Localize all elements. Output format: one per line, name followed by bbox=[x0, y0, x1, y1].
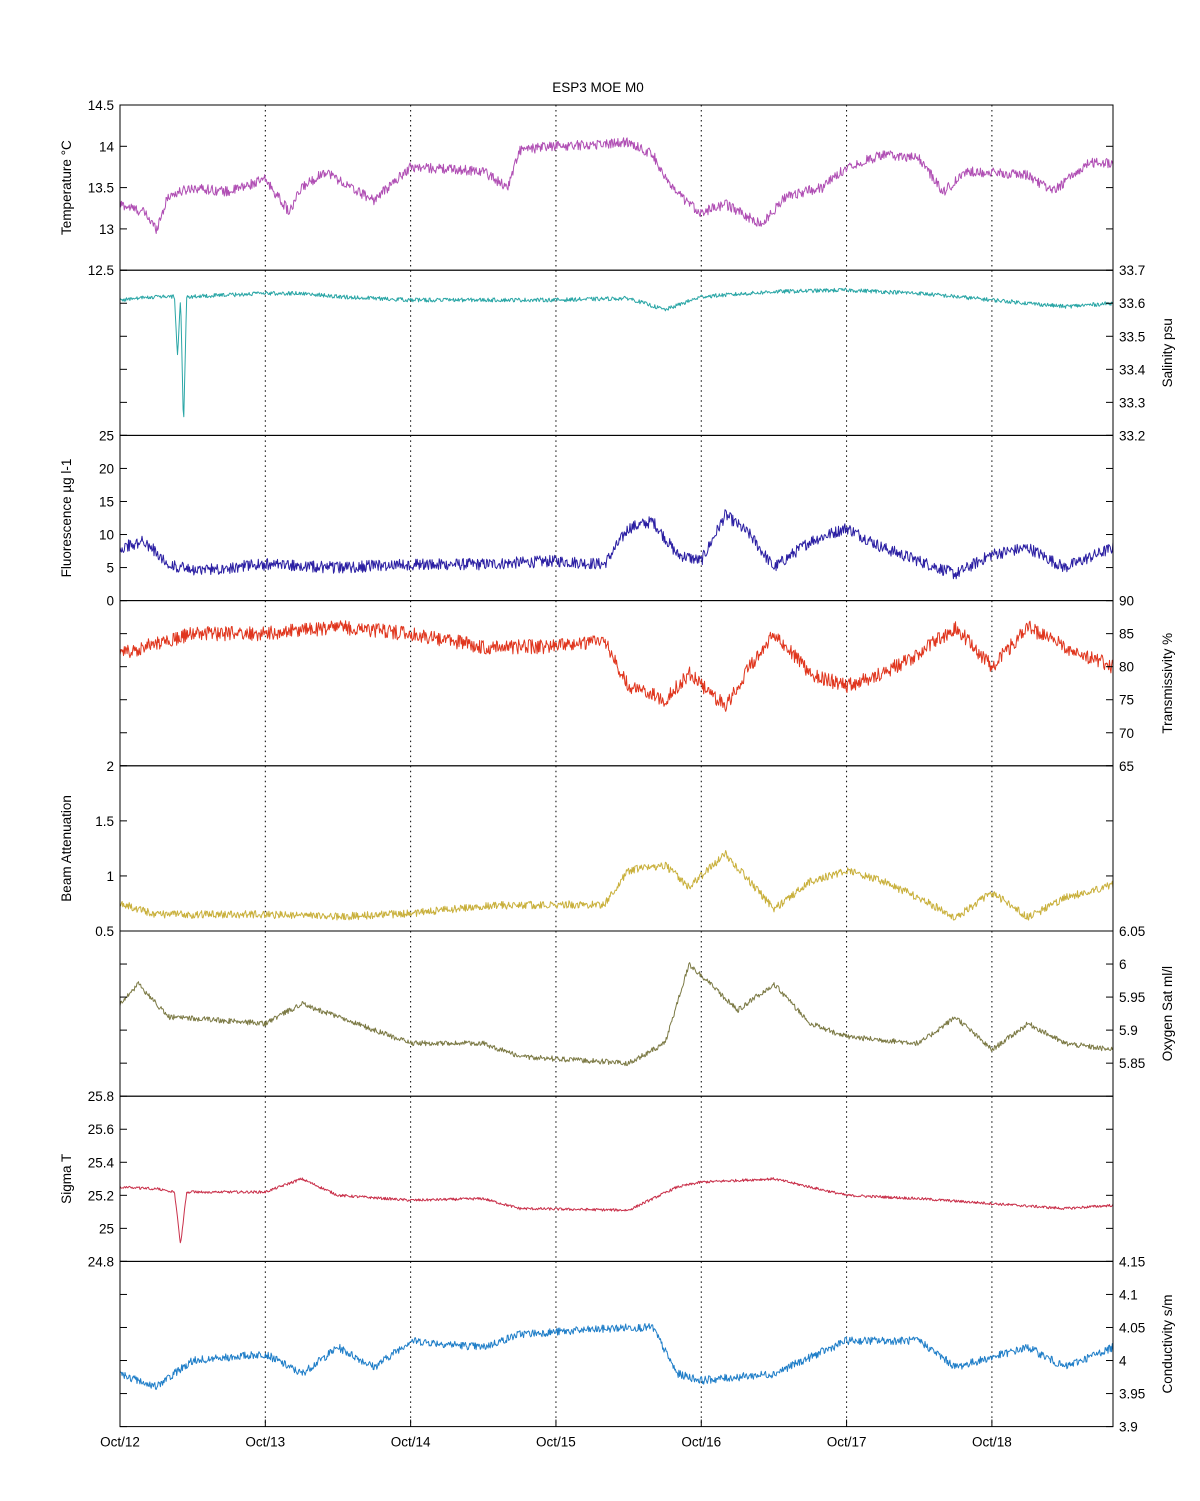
y-tick-label: 25.4 bbox=[88, 1155, 115, 1170]
y-tick-label: 5 bbox=[106, 561, 114, 576]
y-tick-label: 80 bbox=[1119, 660, 1134, 675]
x-tick-label: Oct/17 bbox=[827, 1435, 867, 1450]
panel-5: 0.5 1 1.5 2 Beam Attenuation bbox=[59, 759, 1114, 939]
y-tick-label: 12.5 bbox=[88, 263, 114, 278]
y-tick-label: 10 bbox=[99, 528, 114, 543]
y-tick-label: 2 bbox=[106, 759, 114, 774]
y-tick-label: 33.5 bbox=[1119, 329, 1145, 344]
x-tick-label: Oct/16 bbox=[681, 1435, 721, 1450]
x-axis: Oct/12 Oct/13 Oct/14 Oct/15 Oct/16 Oct/17 Oct/… bbox=[100, 1419, 1012, 1450]
x-tick-label: Oct/15 bbox=[536, 1435, 576, 1450]
panel-2: 33.2 33.3 33.4 33.5 33.6 33.7 Salinity psu bbox=[119, 263, 1175, 443]
chart-title: ESP3 MOE M0 bbox=[552, 80, 644, 95]
y-axis-label: Sigma T bbox=[59, 1154, 74, 1204]
panel-frame bbox=[119, 600, 1114, 767]
panel-8: 3.9 3.95 4 4.05 4.1 4.15 Conductivity s/m bbox=[119, 1254, 1175, 1435]
series-line-panel-8 bbox=[119, 1323, 1114, 1390]
series-line-panel-4 bbox=[119, 620, 1114, 712]
panel-frame bbox=[119, 434, 1114, 602]
y-tick-label: 0.5 bbox=[95, 924, 114, 939]
y-tick-label: 0 bbox=[106, 594, 114, 609]
y-tick-label: 25.8 bbox=[88, 1089, 114, 1104]
panel-frame bbox=[119, 104, 1114, 271]
y-tick-label: 24.8 bbox=[88, 1254, 114, 1269]
y-tick-label: 13 bbox=[99, 222, 114, 237]
panel-frame bbox=[119, 765, 1114, 932]
y-tick-label: 33.6 bbox=[1119, 296, 1145, 311]
y-tick-label: 6.05 bbox=[1119, 924, 1145, 939]
y-tick-label: 25.6 bbox=[88, 1122, 114, 1137]
y-tick-label: 14 bbox=[99, 139, 115, 154]
y-tick-label: 25.2 bbox=[88, 1188, 114, 1203]
y-tick-label: 85 bbox=[1119, 627, 1134, 642]
y-tick-label: 33.7 bbox=[1119, 263, 1145, 278]
panel-frame bbox=[119, 1095, 1114, 1262]
y-tick-label: 5.85 bbox=[1119, 1056, 1145, 1071]
y-tick-label: 3.9 bbox=[1119, 1420, 1138, 1435]
y-tick-label: 33.2 bbox=[1119, 428, 1145, 443]
x-tick-label: Oct/12 bbox=[100, 1435, 140, 1450]
y-tick-label: 15 bbox=[99, 494, 114, 509]
y-tick-label: 14.5 bbox=[88, 98, 114, 113]
panel-3: 0 5 10 15 20 25 Fluorescence µg l-1 bbox=[59, 428, 1114, 609]
series-line-panel-7 bbox=[119, 1177, 1114, 1244]
y-tick-label: 90 bbox=[1119, 594, 1134, 609]
x-tick-label: Oct/14 bbox=[391, 1435, 431, 1450]
series-line-panel-6 bbox=[119, 962, 1114, 1067]
y-tick-label: 3.95 bbox=[1119, 1387, 1145, 1402]
y-tick-label: 25 bbox=[99, 428, 114, 443]
y-tick-label: 4.1 bbox=[1119, 1287, 1138, 1302]
y-tick-label: 1.5 bbox=[95, 814, 114, 829]
y-axis-label: Transmissivity % bbox=[1160, 633, 1175, 734]
panel-4: 65 70 75 80 85 90 Transmissivity % bbox=[119, 594, 1175, 774]
series-line-panel-1 bbox=[119, 137, 1114, 234]
series-line-panel-2 bbox=[119, 287, 1114, 418]
panel-frame bbox=[119, 1260, 1114, 1428]
y-axis-label: Oxygen Sat ml/l bbox=[1160, 966, 1175, 1061]
y-tick-label: 25 bbox=[99, 1221, 114, 1236]
panel-7: 24.8 25 25.2 25.4 25.6 25.8 Sigma T bbox=[59, 1089, 1114, 1269]
y-tick-label: 13.5 bbox=[88, 181, 114, 196]
y-axis-label: Beam Attenuation bbox=[59, 795, 74, 902]
series-line-panel-5 bbox=[119, 850, 1114, 921]
panel-frame bbox=[119, 930, 1114, 1097]
x-tick-label: Oct/18 bbox=[972, 1435, 1012, 1450]
panel-1: 12.5 13 13.5 14 14.5 Temperature °C bbox=[59, 98, 1114, 278]
y-tick-label: 20 bbox=[99, 461, 114, 476]
y-axis-label: Temperature °C bbox=[59, 140, 74, 235]
y-tick-label: 6 bbox=[1119, 957, 1127, 972]
y-axis-label: Fluorescence µg l-1 bbox=[59, 459, 74, 578]
y-tick-label: 5.95 bbox=[1119, 990, 1145, 1005]
y-tick-label: 65 bbox=[1119, 759, 1134, 774]
y-tick-label: 4.05 bbox=[1119, 1320, 1145, 1335]
x-tick-label: Oct/13 bbox=[245, 1435, 285, 1450]
y-axis-label: Salinity psu bbox=[1160, 318, 1175, 387]
y-tick-label: 5.9 bbox=[1119, 1023, 1138, 1038]
y-tick-label: 33.4 bbox=[1119, 362, 1146, 377]
y-tick-label: 70 bbox=[1119, 726, 1134, 741]
y-tick-label: 75 bbox=[1119, 693, 1134, 708]
series-line-panel-3 bbox=[119, 509, 1114, 580]
y-tick-label: 4 bbox=[1119, 1354, 1127, 1369]
y-tick-label: 33.3 bbox=[1119, 395, 1145, 410]
panel-6: 5.85 5.9 5.95 6 6.05 Oxygen Sat ml/l bbox=[119, 924, 1175, 1097]
y-tick-label: 1 bbox=[106, 869, 114, 884]
y-axis-label: Conductivity s/m bbox=[1160, 1294, 1175, 1393]
y-tick-label: 4.15 bbox=[1119, 1254, 1145, 1269]
